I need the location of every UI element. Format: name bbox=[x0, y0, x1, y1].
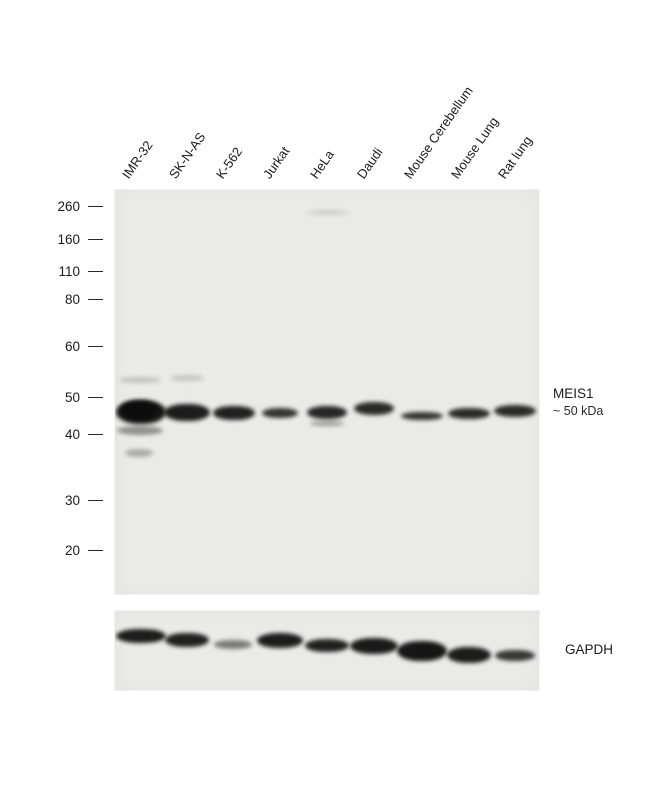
protein-band bbox=[262, 408, 298, 418]
protein-band bbox=[257, 632, 303, 648]
target-protein-label: MEIS1 bbox=[553, 386, 594, 401]
lane-label: SK-N-AS bbox=[165, 129, 209, 182]
lane-label: IMR-32 bbox=[118, 137, 156, 182]
mw-tick bbox=[88, 239, 103, 240]
mw-tick bbox=[88, 397, 103, 398]
protein-band bbox=[165, 633, 209, 647]
protein-band bbox=[121, 401, 157, 419]
mw-marker: 20 bbox=[0, 543, 108, 559]
mw-marker: 80 bbox=[0, 292, 108, 308]
mw-tick bbox=[88, 500, 103, 501]
mw-marker-label: 110 bbox=[58, 264, 80, 279]
mw-tick bbox=[88, 550, 103, 551]
mw-tick bbox=[88, 299, 103, 300]
mw-marker-label: 60 bbox=[64, 339, 80, 354]
lane-label: Rat lung bbox=[494, 133, 535, 182]
protein-band bbox=[397, 641, 447, 661]
mw-marker: 60 bbox=[0, 339, 108, 355]
protein-band bbox=[125, 449, 153, 457]
mw-marker-label: 160 bbox=[57, 232, 80, 247]
protein-band bbox=[447, 647, 491, 663]
protein-band bbox=[495, 649, 535, 661]
protein-band bbox=[448, 407, 490, 419]
gapdh-blot-panel bbox=[115, 611, 539, 690]
lane-label: Jurkat bbox=[259, 143, 293, 182]
protein-band bbox=[213, 406, 255, 420]
mw-marker-label: 20 bbox=[64, 543, 80, 558]
target-size-label: ~ 50 kDa bbox=[553, 404, 604, 418]
mw-marker-label: 260 bbox=[57, 199, 80, 214]
mw-marker: 30 bbox=[0, 493, 108, 509]
protein-band bbox=[494, 405, 536, 417]
protein-band bbox=[354, 401, 394, 415]
meis1-blot-panel bbox=[115, 190, 539, 594]
mw-tick bbox=[88, 346, 103, 347]
protein-band bbox=[350, 638, 398, 654]
protein-band bbox=[305, 638, 349, 652]
mw-tick bbox=[88, 271, 103, 272]
mw-marker: 160 bbox=[0, 232, 108, 248]
protein-band bbox=[164, 403, 210, 421]
mw-tick bbox=[88, 434, 103, 435]
protein-band bbox=[119, 377, 161, 383]
mw-marker-label: 80 bbox=[64, 292, 80, 307]
protein-band bbox=[116, 629, 166, 643]
lane-label: HeLa bbox=[306, 147, 338, 182]
protein-band bbox=[307, 405, 347, 419]
lane-label: Daudi bbox=[353, 144, 386, 182]
target-annotation: MEIS1 ~ 50 kDa bbox=[553, 386, 603, 418]
mw-marker: 110 bbox=[0, 264, 108, 280]
protein-band bbox=[310, 420, 344, 426]
mw-marker-label: 50 bbox=[64, 390, 80, 405]
mw-marker: 260 bbox=[0, 199, 108, 215]
lane-label: K-562 bbox=[212, 144, 246, 182]
mw-marker: 40 bbox=[0, 427, 108, 443]
protein-band bbox=[306, 209, 350, 215]
protein-band bbox=[401, 412, 443, 420]
mw-tick bbox=[88, 206, 103, 207]
mw-marker-label: 30 bbox=[64, 493, 80, 508]
mw-marker: 50 bbox=[0, 390, 108, 406]
protein-band bbox=[170, 375, 204, 381]
loading-control-label: GAPDH bbox=[565, 642, 614, 657]
protein-band bbox=[214, 639, 252, 649]
protein-band bbox=[117, 425, 163, 435]
mw-marker-label: 40 bbox=[64, 427, 80, 442]
loading-control-annotation: GAPDH bbox=[565, 642, 613, 657]
